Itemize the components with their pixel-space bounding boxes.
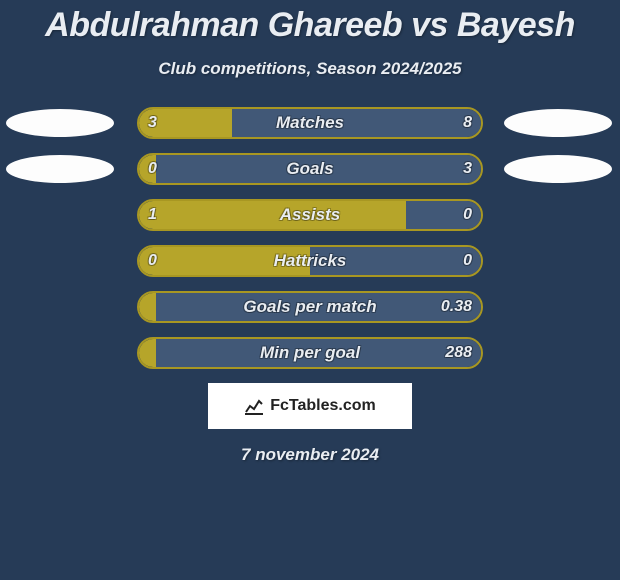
stat-bar-track	[137, 245, 483, 277]
stat-row: Min per goal288	[0, 337, 620, 369]
stat-bar-segment-right	[406, 201, 481, 229]
stat-bar-segment-left	[139, 293, 156, 321]
brand-logo-icon	[244, 396, 264, 416]
stat-row: Matches38	[0, 107, 620, 139]
stat-bar-segment-right	[156, 339, 481, 367]
stat-bar-track	[137, 199, 483, 231]
stat-bar-track	[137, 153, 483, 185]
subtitle-text: Club competitions, Season 2024/2025	[0, 59, 620, 79]
stat-bar-segment-left	[139, 155, 156, 183]
stat-bar-track	[137, 337, 483, 369]
stat-bar-segment-right	[156, 155, 481, 183]
player-right-avatar	[504, 155, 612, 183]
stat-bar-segment-right	[310, 247, 481, 275]
stat-row: Goals03	[0, 153, 620, 185]
stat-row: Assists10	[0, 199, 620, 231]
player-left-avatar	[6, 109, 114, 137]
page-title: Abdulrahman Ghareeb vs Bayesh	[0, 0, 620, 45]
comparison-chart: Matches38 Goals03 Assists10 Hattricks00 Goal…	[0, 107, 620, 369]
stat-bar-segment-left	[139, 109, 232, 137]
stat-bar-segment-left	[139, 201, 406, 229]
stat-row: Hattricks00	[0, 245, 620, 277]
stat-bar-track	[137, 291, 483, 323]
stat-bar-track	[137, 107, 483, 139]
brand-text: FcTables.com	[270, 397, 376, 415]
stat-row: Goals per match0.38	[0, 291, 620, 323]
stat-bar-segment-right	[232, 109, 481, 137]
stat-bar-segment-left	[139, 247, 310, 275]
player-right-avatar	[504, 109, 612, 137]
stat-bar-segment-left	[139, 339, 156, 367]
stat-bar-segment-right	[156, 293, 481, 321]
date-text: 7 november 2024	[0, 445, 620, 465]
brand-badge: FcTables.com	[208, 383, 412, 429]
player-left-avatar	[6, 155, 114, 183]
